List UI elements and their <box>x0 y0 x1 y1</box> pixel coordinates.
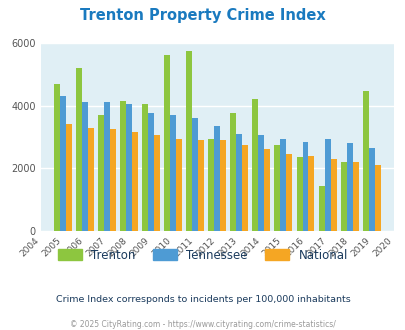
Bar <box>318 185 324 231</box>
Bar <box>170 115 176 231</box>
Bar <box>192 118 198 231</box>
Bar <box>362 91 368 231</box>
Bar <box>274 145 280 231</box>
Text: Crime Index corresponds to incidents per 100,000 inhabitants: Crime Index corresponds to incidents per… <box>55 295 350 304</box>
Bar <box>98 115 104 231</box>
Bar <box>236 134 242 231</box>
Bar <box>296 157 302 231</box>
Bar <box>214 126 220 231</box>
Bar <box>208 139 214 231</box>
Bar <box>142 104 148 231</box>
Bar <box>104 102 109 231</box>
Bar <box>324 139 330 231</box>
Bar <box>340 162 346 231</box>
Bar <box>164 55 170 231</box>
Bar <box>368 148 374 231</box>
Bar <box>352 162 358 231</box>
Bar <box>53 84 60 231</box>
Bar <box>198 140 204 231</box>
Bar <box>76 68 81 231</box>
Bar <box>264 149 270 231</box>
Bar <box>60 96 66 231</box>
Text: © 2025 CityRating.com - https://www.cityrating.com/crime-statistics/: © 2025 CityRating.com - https://www.city… <box>70 320 335 329</box>
Bar <box>374 165 380 231</box>
Bar <box>119 101 126 231</box>
Bar <box>66 124 71 231</box>
Bar <box>286 154 292 231</box>
Bar <box>252 99 258 231</box>
Bar <box>87 128 94 231</box>
Bar <box>81 102 87 231</box>
Bar <box>220 140 226 231</box>
Bar <box>308 156 314 231</box>
Bar <box>230 114 236 231</box>
Bar <box>280 139 286 231</box>
Bar <box>132 132 138 231</box>
Text: Trenton Property Crime Index: Trenton Property Crime Index <box>80 8 325 23</box>
Bar <box>186 51 192 231</box>
Bar <box>176 139 181 231</box>
Bar <box>109 129 115 231</box>
Bar <box>330 159 336 231</box>
Bar <box>148 114 153 231</box>
Legend: Trenton, Tennessee, National: Trenton, Tennessee, National <box>53 244 352 266</box>
Bar <box>242 145 247 231</box>
Bar <box>346 143 352 231</box>
Bar <box>126 104 132 231</box>
Bar <box>153 135 160 231</box>
Bar <box>258 135 264 231</box>
Bar <box>302 142 308 231</box>
